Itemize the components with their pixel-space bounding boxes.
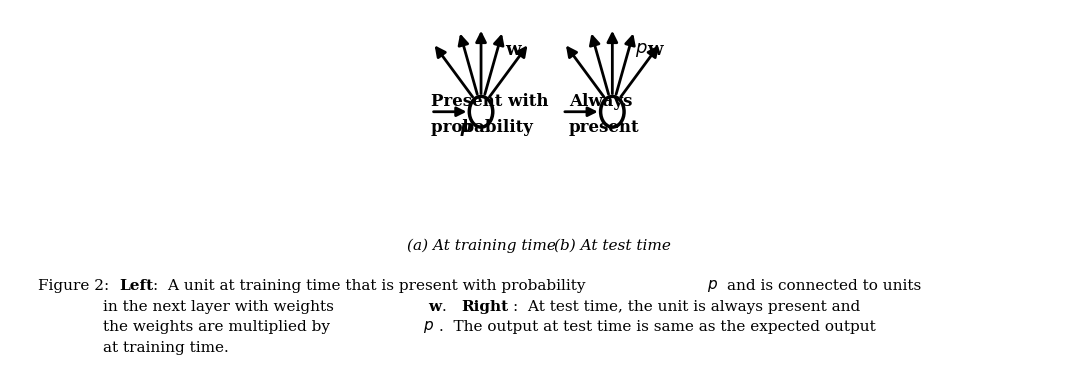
Text: $p$: $p$ [635, 41, 648, 59]
Text: Always: Always [569, 94, 633, 111]
Text: in the next layer with weights: in the next layer with weights [103, 300, 334, 314]
Text: :  At test time, the unit is always present and: : At test time, the unit is always prese… [513, 300, 860, 314]
Text: p: p [460, 119, 471, 136]
Text: at training time.: at training time. [103, 341, 229, 355]
Text: the weights are multiplied by: the weights are multiplied by [103, 320, 330, 334]
Text: (a) At training time: (a) At training time [407, 239, 556, 253]
Text: Figure 2:: Figure 2: [38, 279, 110, 293]
Text: w: w [429, 300, 442, 314]
Text: Left: Left [119, 279, 153, 293]
Text: .: . [442, 300, 456, 314]
Text: (b) At test time: (b) At test time [554, 239, 671, 253]
Text: :  A unit at training time that is present with probability: : A unit at training time that is presen… [153, 279, 586, 293]
Text: probability: probability [431, 119, 538, 136]
Text: Present with: Present with [431, 94, 548, 111]
Text: .  The output at test time is same as the expected output: . The output at test time is same as the… [439, 320, 877, 334]
Text: w: w [648, 41, 663, 59]
Text: $p$: $p$ [423, 319, 434, 336]
Text: $p$: $p$ [707, 277, 718, 294]
Text: and is connected to units: and is connected to units [727, 279, 921, 293]
Text: Right: Right [461, 300, 508, 314]
Text: w: w [506, 41, 521, 59]
Text: present: present [569, 119, 640, 136]
